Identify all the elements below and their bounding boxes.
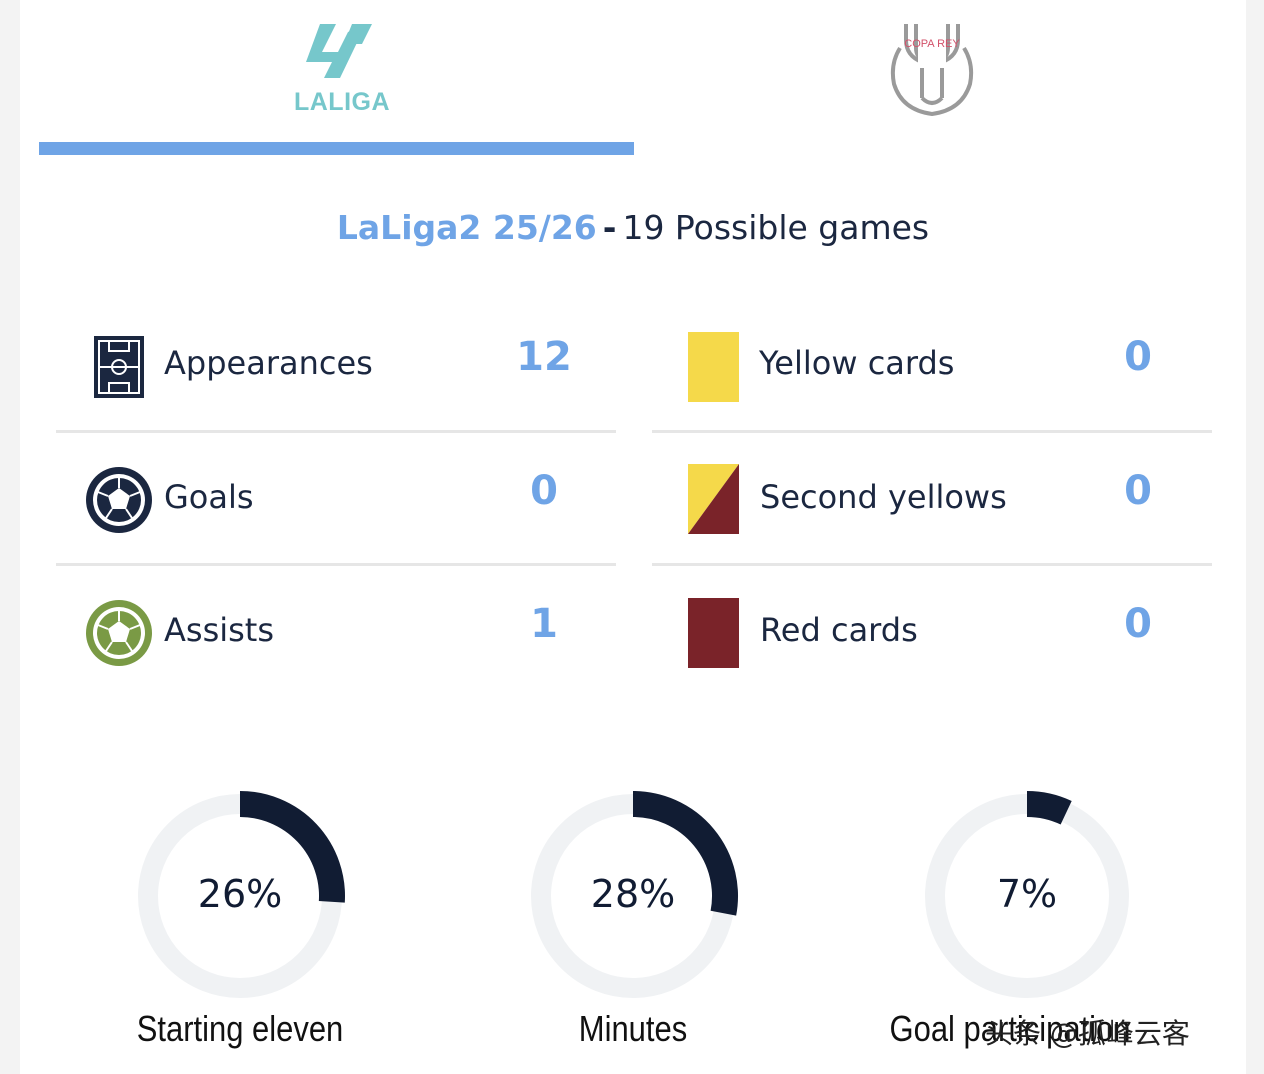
stat-value: 0 [1124, 601, 1152, 647]
yellow-card-icon [688, 332, 739, 402]
donut-starting-eleven: 26% [130, 786, 350, 1006]
selected-tab-indicator [39, 142, 634, 155]
stat-value: 0 [1124, 468, 1152, 514]
donut-arc [239, 791, 345, 903]
donut-chart [531, 791, 738, 998]
donut-chart [138, 791, 345, 998]
season-title: LaLiga2 25/26-19 Possible games [20, 208, 1246, 247]
donut-percent: 7% [996, 872, 1058, 916]
stat-red-cards: Red cards 0 [652, 567, 1212, 699]
laliga-logo-icon [306, 24, 372, 78]
tab-laliga[interactable]: LALIGA [38, 0, 634, 156]
donut-minutes: 28% [523, 786, 743, 1006]
watermark: 头条 @孤峰云客 [985, 1017, 1190, 1050]
season-name: LaLiga2 25/26 [336, 208, 597, 247]
donut-arc [632, 791, 738, 916]
laliga-label: LALIGA [293, 88, 391, 116]
stat-goals: Goals 0 [56, 434, 616, 566]
red-card-icon [688, 598, 739, 668]
stat-label: Goals [164, 478, 254, 516]
tab-copa-rey[interactable]: COPA REY [634, 0, 1228, 156]
stat-assists: Assists 1 [56, 567, 616, 699]
stat-label: Appearances [164, 344, 373, 382]
stat-second-yellows: Second yellows 0 [652, 434, 1212, 566]
stat-value: 12 [516, 334, 572, 380]
season-separator: - [602, 208, 617, 247]
second-yellow-icon [688, 464, 739, 534]
stat-yellow-cards: Yellow cards 0 [652, 300, 1212, 432]
divider [652, 563, 1212, 566]
divider [56, 430, 616, 433]
donut-label: Goal participation [889, 1008, 1131, 1049]
divider [56, 563, 616, 566]
pitch-icon [94, 336, 144, 398]
copa-label: COPA REY [904, 38, 960, 50]
donut-percent: 28% [590, 872, 676, 916]
divider [652, 430, 1212, 433]
donut-chart [925, 791, 1129, 998]
donut-goal-participation: 7% [917, 786, 1137, 1006]
stat-value: 0 [1124, 334, 1152, 380]
ball-icon [86, 467, 152, 533]
stat-appearances: Appearances 12 [56, 300, 616, 432]
stat-value: 0 [530, 468, 558, 514]
stat-label: Second yellows [760, 478, 1007, 516]
donut-label: Minutes [578, 1008, 688, 1049]
ball-green-icon [86, 600, 152, 666]
donut-percent: 26% [197, 872, 283, 916]
stat-label: Red cards [760, 611, 918, 649]
stat-label: Assists [164, 611, 275, 649]
donut-arc [1026, 791, 1072, 825]
player-stats-card: LALIGA COPA REY LaLiga2 25/26-19 Possibl… [20, 0, 1246, 1074]
stat-value: 1 [530, 601, 558, 647]
possible-games: 19 Possible games [622, 208, 930, 247]
donut-label: Starting eleven [136, 1008, 344, 1049]
stat-label: Yellow cards [759, 344, 955, 382]
copa-del-rey-trophy-icon: COPA REY [890, 24, 974, 117]
